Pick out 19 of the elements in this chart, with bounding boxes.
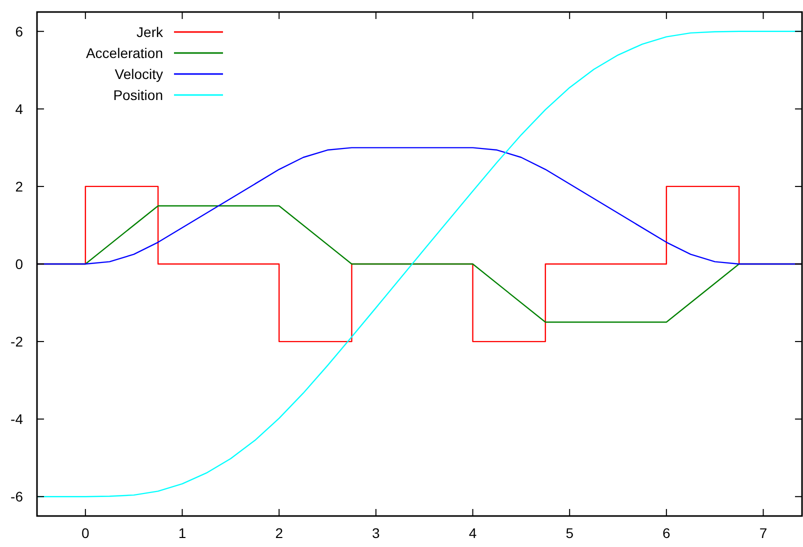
y-tick-label: 0 bbox=[15, 256, 24, 272]
x-tick-label: 7 bbox=[759, 525, 768, 541]
legend-label: Acceleration bbox=[86, 45, 163, 61]
y-tick-label: -6 bbox=[10, 488, 24, 505]
x-tick-label: 6 bbox=[662, 525, 671, 541]
legend-label: Position bbox=[113, 87, 163, 103]
y-tick-label: 2 bbox=[15, 178, 24, 194]
y-tick-label: 4 bbox=[15, 100, 24, 117]
x-tick-label: 3 bbox=[372, 525, 380, 541]
x-tick-label: 5 bbox=[566, 525, 574, 541]
legend-label: Jerk bbox=[136, 24, 164, 40]
legend-label: Velocity bbox=[114, 66, 163, 82]
y-tick-label: -4 bbox=[10, 411, 24, 428]
x-tick-label: 2 bbox=[275, 525, 284, 541]
x-tick-label: 1 bbox=[178, 525, 186, 541]
y-tick-label: -2 bbox=[10, 334, 24, 350]
y-tick-label: 6 bbox=[15, 23, 24, 40]
x-tick-label: 0 bbox=[82, 525, 90, 541]
x-tick-label: 4 bbox=[468, 525, 477, 541]
